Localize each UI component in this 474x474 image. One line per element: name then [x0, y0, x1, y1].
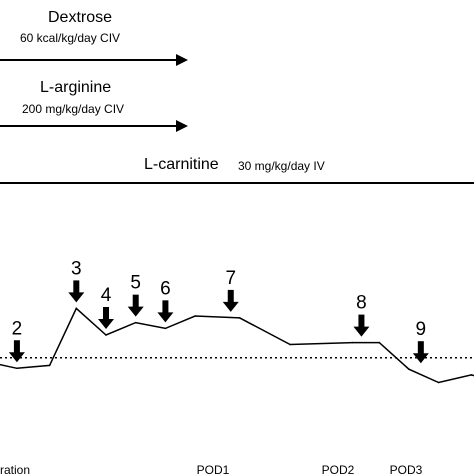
- event-arrow-shaft: [358, 314, 365, 328]
- data-point-3: [48, 364, 51, 367]
- arginine-label: L-arginine: [40, 79, 112, 96]
- x-tick-label: POD1: [197, 463, 230, 474]
- event-label: 5: [130, 273, 141, 294]
- data-point-7: [164, 327, 167, 330]
- data-point-9: [238, 317, 241, 319]
- event-arrow-shaft: [227, 289, 234, 303]
- down-arrow-icon: [353, 326, 370, 337]
- dextrose-dose: 60 kcal/kg/day CIV: [20, 31, 121, 45]
- event-arrow-shaft: [13, 340, 20, 354]
- event-label: 3: [71, 258, 82, 279]
- event-label: 8: [356, 293, 367, 314]
- event-arrow-shaft: [162, 300, 169, 314]
- down-arrow-icon: [222, 301, 239, 312]
- data-point-8: [194, 315, 196, 317]
- down-arrow-icon: [8, 352, 25, 363]
- event-label: 6: [160, 278, 171, 299]
- event-arrow-shaft: [132, 294, 139, 308]
- carnitine-label: L-carnitine: [144, 156, 219, 173]
- event-marker-6: 6: [157, 278, 174, 323]
- data-point-13: [408, 368, 410, 371]
- arginine-arrow-head: [176, 120, 188, 132]
- event-label: 9: [416, 319, 427, 340]
- event-marker-2: 2: [8, 318, 25, 363]
- arginine-dose: 200 mg/kg/day CIV: [22, 102, 125, 116]
- data-point-2: [16, 367, 18, 370]
- data-point-15: [470, 374, 473, 376]
- x-tick-label: POD2: [322, 463, 355, 474]
- data-point-6: [134, 321, 137, 324]
- event-marker-7: 7: [222, 268, 239, 312]
- down-arrow-icon: [68, 292, 85, 303]
- dextrose-label: Dextrose: [48, 9, 113, 26]
- down-arrow-icon: [127, 306, 144, 317]
- event-arrow-shaft: [103, 307, 110, 320]
- event-label: 2: [12, 318, 23, 339]
- carnitine-dose: 30 mg/kg/day IV: [238, 159, 325, 173]
- down-arrow-icon: [98, 319, 115, 329]
- data-point-10: [289, 343, 291, 346]
- data-point-12: [378, 341, 381, 344]
- event-marker-3: 3: [68, 258, 85, 303]
- event-arrow-shaft: [73, 280, 80, 294]
- down-arrow-icon: [157, 312, 174, 323]
- dextrose-arrow-head: [176, 54, 188, 66]
- event-label: 7: [225, 268, 236, 289]
- data-point-4: [75, 307, 78, 310]
- down-arrow-icon: [412, 353, 429, 364]
- event-marker-4: 4: [98, 285, 115, 329]
- data-point-5: [105, 334, 107, 336]
- event-marker-8: 8: [353, 293, 370, 337]
- event-marker-9: 9: [412, 319, 429, 364]
- event-label: 4: [101, 285, 112, 306]
- data-point-11: [351, 341, 354, 344]
- event-marker-5: 5: [127, 273, 144, 317]
- event-arrow-shaft: [417, 341, 424, 355]
- x-tick-label: POD3: [390, 463, 423, 474]
- data-point-14: [437, 381, 440, 384]
- series-line: [0, 307, 474, 384]
- x-tick-label: ration: [0, 463, 30, 474]
